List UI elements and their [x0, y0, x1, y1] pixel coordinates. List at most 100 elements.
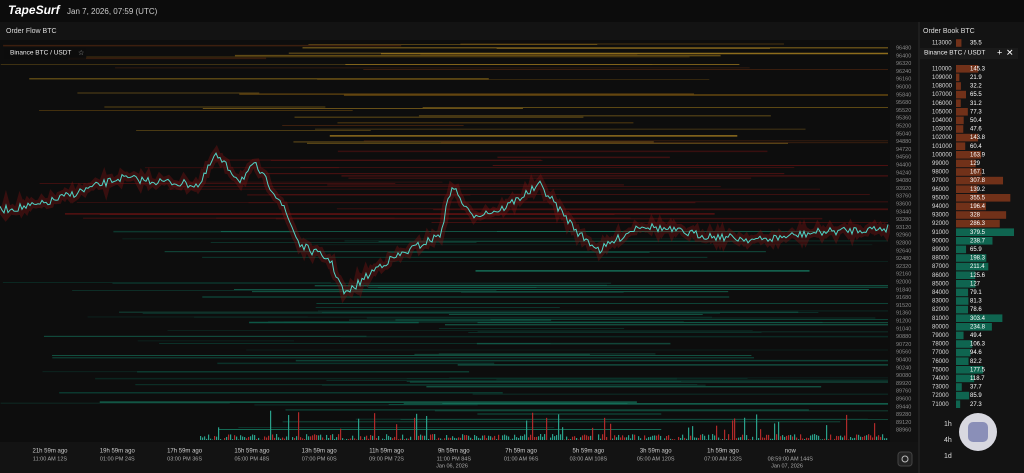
volume-bar: [474, 434, 476, 440]
volume-bar: [434, 434, 436, 440]
book-symbol[interactable]: Binance BTC / USDT: [924, 50, 985, 57]
volume-bar: [732, 420, 734, 440]
time-ago: now: [785, 449, 797, 455]
timeframe-button[interactable]: 1d: [944, 453, 952, 460]
timeframe-button[interactable]: 4h: [944, 437, 952, 444]
volume-bar: [770, 438, 772, 440]
volume-bar: [722, 438, 724, 440]
book-price: 93000: [932, 213, 949, 219]
volume-bar: [352, 435, 354, 440]
volume-bar: [204, 436, 206, 440]
book-size: 125.6: [970, 273, 986, 279]
size-bar: [956, 280, 976, 288]
size-bar: [956, 383, 962, 391]
book-price: 82000: [932, 307, 949, 313]
volume-bar: [744, 417, 746, 440]
book-size: 286.3: [970, 221, 986, 227]
size-bar: [956, 314, 1003, 322]
volume-bar: [638, 436, 640, 440]
volume-bar: [278, 437, 280, 440]
book-price: 108000: [932, 84, 953, 90]
volume-bar: [488, 435, 490, 440]
book-size: 177.5: [970, 367, 986, 373]
price-label: 91040: [896, 326, 911, 332]
book-size: 118.7: [970, 376, 985, 382]
size-bar: [956, 374, 975, 383]
volume-bar: [246, 438, 248, 440]
volume-bar: [842, 437, 844, 440]
book-size: 27.3: [970, 402, 982, 408]
brand[interactable]: TapeSurf: [8, 3, 61, 17]
volume-bar: [746, 435, 748, 440]
volume-bar: [606, 436, 608, 440]
volume-bar: [276, 434, 278, 440]
volume-bar: [768, 434, 770, 440]
book-size: 328: [970, 213, 981, 219]
volume-bar: [804, 439, 806, 440]
book-size: 65.5: [970, 92, 982, 98]
size-bar: [956, 116, 964, 125]
volume-bar: [220, 439, 222, 440]
volume-bar: [524, 434, 526, 440]
volume-bar: [850, 436, 852, 440]
book-price: 89000: [932, 247, 949, 253]
volume-bar: [826, 425, 828, 440]
book-price: 78000: [932, 342, 949, 348]
volume-bar: [296, 436, 298, 440]
time-clock: 03:00 PM 36S: [167, 456, 202, 462]
volume-bar: [438, 437, 440, 440]
volume-bar: [202, 437, 204, 440]
volume-bar: [558, 414, 560, 440]
volume-bar: [364, 436, 366, 440]
symbol[interactable]: Binance BTC / USDT: [10, 50, 71, 57]
volume-bar: [702, 434, 704, 440]
volume-bar: [232, 439, 234, 440]
volume-bar: [462, 434, 464, 440]
volume-bar: [216, 436, 218, 440]
volume-bar: [536, 436, 538, 440]
size-bar: [956, 366, 984, 374]
star-icon[interactable]: ☆: [78, 49, 84, 57]
volume-bar: [390, 437, 392, 440]
volume-bar: [238, 439, 240, 440]
volume-bar: [378, 436, 380, 440]
volume-bar: [472, 438, 474, 440]
price-label: 89120: [896, 420, 911, 426]
volume-bar: [630, 438, 632, 440]
volume-bar: [692, 426, 694, 440]
volume-bar: [414, 417, 416, 440]
book-price: 90000: [932, 238, 949, 244]
panel-title: Order Book BTC: [923, 28, 975, 35]
volume-bar: [622, 435, 624, 440]
add-button[interactable]: +: [997, 47, 1002, 57]
volume-bar: [882, 434, 884, 440]
volume-bar: [714, 435, 716, 440]
price-label: 92000: [896, 279, 911, 285]
book-price: 80000: [932, 324, 949, 330]
volume-bar: [568, 439, 570, 440]
book-size: 60.4: [970, 144, 982, 150]
volume-bar: [320, 434, 322, 440]
price-label: 90240: [896, 365, 911, 371]
book-size: 129: [970, 161, 981, 167]
volume-bar: [386, 434, 388, 440]
timeframe-button[interactable]: 1h: [944, 421, 952, 428]
volume-bar: [838, 436, 840, 440]
volume-bar: [736, 438, 738, 440]
price-label: 95840: [896, 92, 911, 98]
time-clock: 03:00 AM 108S: [570, 456, 608, 462]
volume-bar: [648, 437, 650, 440]
close-button[interactable]: ✕: [1006, 47, 1014, 57]
volume-bar: [330, 435, 332, 440]
volume-bar: [292, 437, 294, 440]
volume-bar: [740, 437, 742, 440]
volume-bar: [824, 438, 826, 440]
price-label: 94400: [896, 162, 911, 168]
price-label: 90560: [896, 350, 911, 356]
volume-bar: [410, 436, 412, 440]
volume-bar: [632, 434, 634, 440]
logo-mark: [968, 422, 988, 442]
price-label: 92480: [896, 256, 911, 262]
volume-bar: [250, 436, 252, 440]
reset-button[interactable]: [897, 451, 913, 467]
